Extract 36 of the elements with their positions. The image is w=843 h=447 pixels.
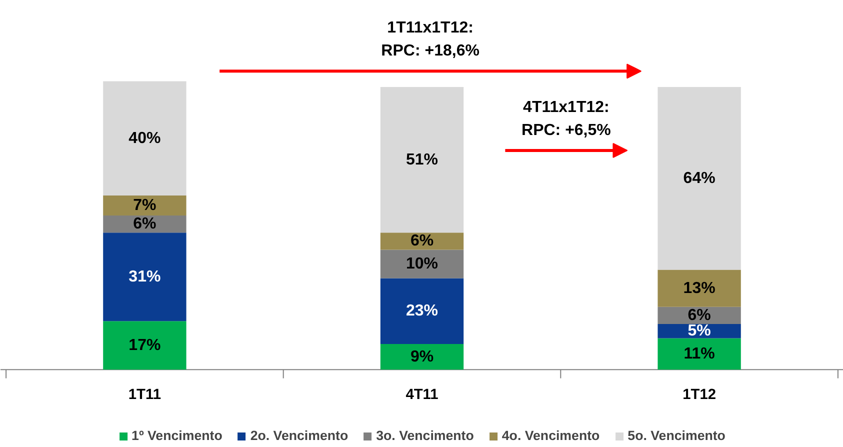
bar: [380, 344, 464, 370]
data-label: 7%: [133, 196, 156, 214]
bar: [103, 81, 186, 196]
data-label: 40%: [128, 130, 161, 147]
legend-label: 1º Vencimento: [132, 428, 222, 443]
bar: [658, 86, 741, 270]
x-tick-label: 4T11: [406, 386, 438, 403]
bar: [103, 195, 186, 216]
data-label: 11%: [684, 345, 715, 362]
bar: [103, 321, 186, 370]
data-label: 31%: [128, 268, 161, 286]
bar: [380, 86, 464, 233]
annotation: 4T11x1T12: RPC: +6,5%: [522, 98, 611, 139]
data-label: 6%: [410, 232, 434, 250]
bar: [658, 270, 741, 307]
legend-label: 3o. Vencimento: [376, 428, 474, 443]
data-label: 6%: [133, 216, 156, 233]
text: 1T11x1T12: RPC: +18,6%: [381, 20, 480, 60]
bar: [658, 338, 741, 370]
data-label: 51%: [406, 151, 438, 168]
bar: [380, 278, 464, 344]
bar: [380, 250, 464, 278]
data-label: 9%: [410, 348, 434, 366]
data-label: 13%: [683, 280, 716, 297]
x-tick-label: 1T12: [682, 386, 716, 403]
legend-label: 2o. Vencimento: [250, 428, 348, 443]
data-label: 64%: [683, 170, 716, 187]
bar: [103, 232, 186, 322]
legend-label: 4o. Vencimento: [502, 428, 600, 443]
data-label: 23%: [406, 302, 438, 320]
data-label: 6%: [688, 306, 711, 324]
data-label: 17%: [128, 336, 161, 354]
data-label: 10%: [406, 255, 438, 272]
data-label: 5%: [688, 322, 711, 340]
legend-label: 5o. Vencimento: [628, 428, 726, 443]
x-tick-label: 1T11: [128, 386, 162, 403]
